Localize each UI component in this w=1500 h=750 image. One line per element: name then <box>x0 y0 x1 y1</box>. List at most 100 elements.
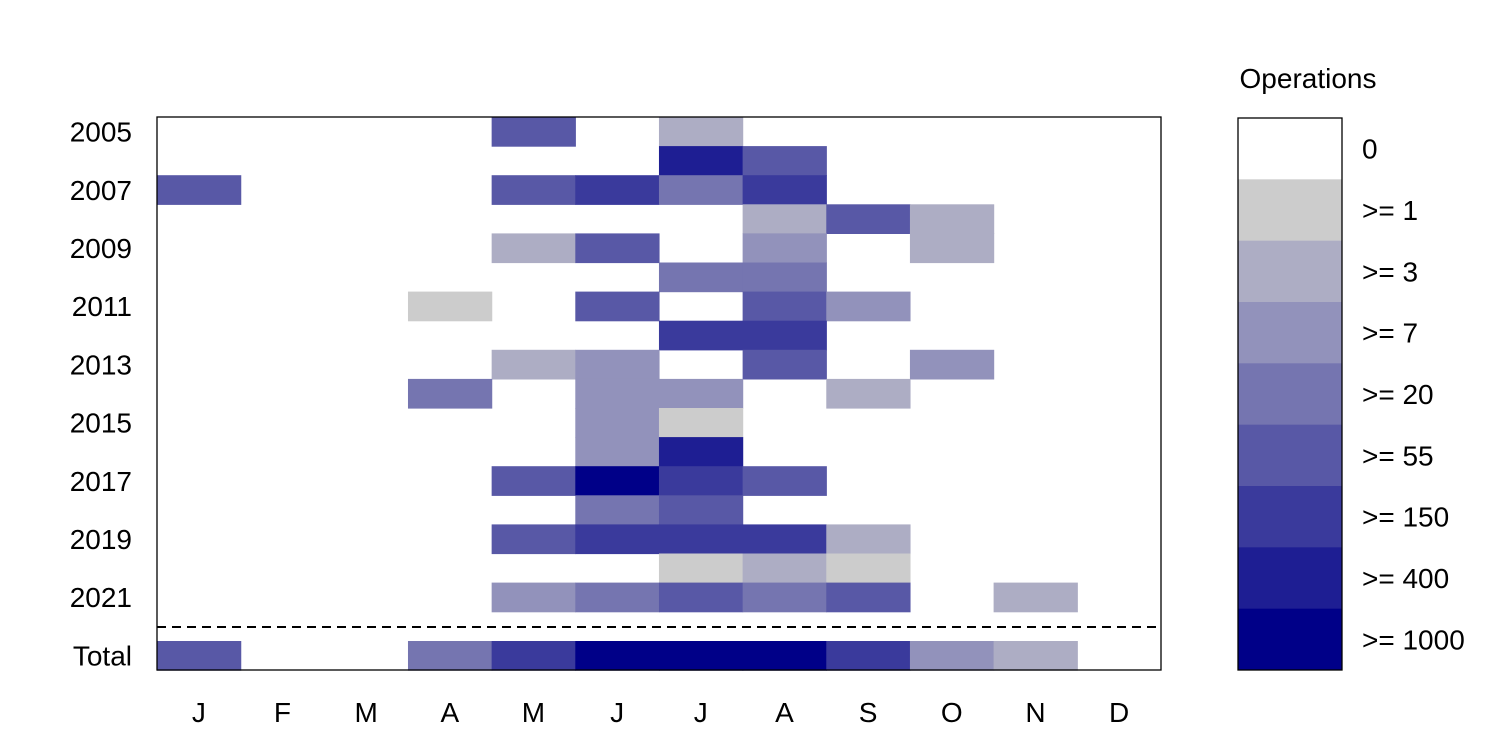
heatmap-cell-Total-7 <box>658 641 744 671</box>
y-tick-label: Total <box>73 641 132 672</box>
heatmap-cell-Total-1 <box>157 641 242 671</box>
heatmap-cell-2005-7 <box>658 117 744 147</box>
heatmap-cell-2014-9 <box>826 378 911 409</box>
y-axis-tick-labels: 2005 2007 2009 2011 2013 2015 2017 2019 2021 Tota… <box>70 117 132 672</box>
y-tick-label: 2019 <box>70 524 132 555</box>
y-tick-label: 2015 <box>70 408 132 439</box>
heatmap-cell-2007-1 <box>157 175 242 205</box>
y-tick-label: 2005 <box>70 117 132 148</box>
heatmap-cell-2013-6 <box>575 349 660 380</box>
legend-swatch <box>1238 240 1342 303</box>
heatmap-cell-2021-11 <box>993 582 1078 613</box>
heatmap-cell-Total-8 <box>742 641 827 671</box>
legend-label: >= 55 <box>1362 440 1434 471</box>
heatmap-cell-2013-5 <box>491 349 576 380</box>
legend-label: >= 20 <box>1362 379 1434 410</box>
heatmap-cell-2010-8 <box>742 262 827 293</box>
y-tick-label: 2011 <box>72 291 132 322</box>
heatmap-cell-Total-9 <box>826 641 911 671</box>
heatmap-cell-2019-5 <box>491 524 576 555</box>
heatmap-cell-2014-4 <box>407 378 493 409</box>
y-tick-label: 2009 <box>70 233 132 264</box>
heatmap-cell-2021-8 <box>742 582 827 613</box>
heatmap-cell-2021-7 <box>658 582 744 613</box>
heatmap-cell-2011-9 <box>826 291 911 322</box>
heatmap-cell-2005-5 <box>491 117 576 147</box>
heatmap-cell-2014-6 <box>575 378 660 409</box>
y-tick-label: 2021 <box>70 582 132 613</box>
heatmap-cell-2006-7 <box>658 146 744 176</box>
legend-swatch <box>1238 486 1342 548</box>
legend-swatch <box>1238 547 1342 610</box>
y-tick-label: 2007 <box>70 175 132 206</box>
legend-frame <box>1237 117 1343 671</box>
heatmap-cell-2017-8 <box>742 466 827 496</box>
legend-swatch <box>1238 118 1342 180</box>
x-tick-label: D <box>1109 697 1129 728</box>
legend-label: >= 7 <box>1362 318 1418 349</box>
heatmap-cell-2018-7 <box>658 495 744 525</box>
legend-label: >= 3 <box>1362 256 1418 287</box>
heatmap-cell-2010-7 <box>658 262 744 293</box>
heatmap-cell-2012-8 <box>742 320 827 351</box>
heatmap-cell-2019-9 <box>826 524 911 555</box>
heatmap-cell-Total-4 <box>407 641 493 671</box>
heatmap-cell-2012-7 <box>658 320 744 351</box>
x-tick-label: O <box>941 697 963 728</box>
heatmap-cell-2011-8 <box>742 291 827 322</box>
heatmap-cell-2019-7 <box>658 524 744 555</box>
y-tick-label: 2017 <box>70 466 132 497</box>
heatmap-cell-2021-5 <box>491 582 576 613</box>
heatmap-cell-2006-8 <box>742 146 827 176</box>
legend-swatch <box>1238 179 1342 242</box>
heatmap-cell-2009-5 <box>491 233 576 264</box>
heatmap-cell-2014-7 <box>658 378 744 409</box>
legend-swatch <box>1238 363 1342 426</box>
legend-label: >= 400 <box>1362 563 1449 594</box>
heatmap-cell-2021-9 <box>826 582 911 613</box>
heatmap-cell-Total-10 <box>909 641 995 671</box>
heatmap-cell-2011-6 <box>575 291 660 322</box>
heatmap-cell-2021-6 <box>575 582 660 613</box>
x-tick-label: S <box>859 697 878 728</box>
y-tick-label: 2013 <box>70 349 132 380</box>
x-tick-label: F <box>274 697 291 728</box>
x-tick-label: J <box>694 697 708 728</box>
x-tick-label: J <box>610 697 624 728</box>
heatmap-cell-2019-6 <box>575 524 660 555</box>
heatmap-cell-2017-7 <box>658 466 744 496</box>
plot-frame <box>156 116 1162 671</box>
heatmap-cell-2007-8 <box>742 175 827 205</box>
heatmap-cell-2017-6 <box>575 466 660 496</box>
heatmap-cell-2018-6 <box>575 495 660 525</box>
heatmap-cell-2009-8 <box>742 233 827 264</box>
heatmap-cell-2008-10 <box>909 204 995 234</box>
heatmap-cell-2009-6 <box>575 233 660 264</box>
legend-label: 0 <box>1362 134 1378 165</box>
heatmap-cell-2011-4 <box>407 291 493 322</box>
legend-swatch <box>1238 424 1342 487</box>
heatmap-cells <box>157 117 1078 671</box>
x-tick-label: A <box>775 697 794 728</box>
heatmap-cell-2008-8 <box>742 204 827 234</box>
heatmap-cell-2015-7 <box>658 408 744 438</box>
x-tick-label: N <box>1025 697 1045 728</box>
x-tick-label: J <box>192 697 206 728</box>
heatmap-cell-2015-6 <box>575 408 660 438</box>
heatmap-cell-2017-5 <box>491 466 576 496</box>
heatmap-cell-Total-6 <box>575 641 660 671</box>
x-tick-label: M <box>354 697 377 728</box>
heatmap-cell-2020-7 <box>658 553 744 584</box>
x-tick-label: A <box>440 697 459 728</box>
heatmap-cell-2020-9 <box>826 553 911 584</box>
legend-swatch <box>1238 608 1342 671</box>
heatmap-cell-2013-10 <box>909 349 995 380</box>
heatmap-cell-2020-8 <box>742 553 827 584</box>
heatmap-cell-2013-8 <box>742 349 827 380</box>
legend-label: >= 1000 <box>1362 624 1465 655</box>
heatmap-cell-2007-7 <box>658 175 744 205</box>
heatmap-cell-2007-6 <box>575 175 660 205</box>
heatmap-cell-2016-6 <box>575 437 660 467</box>
